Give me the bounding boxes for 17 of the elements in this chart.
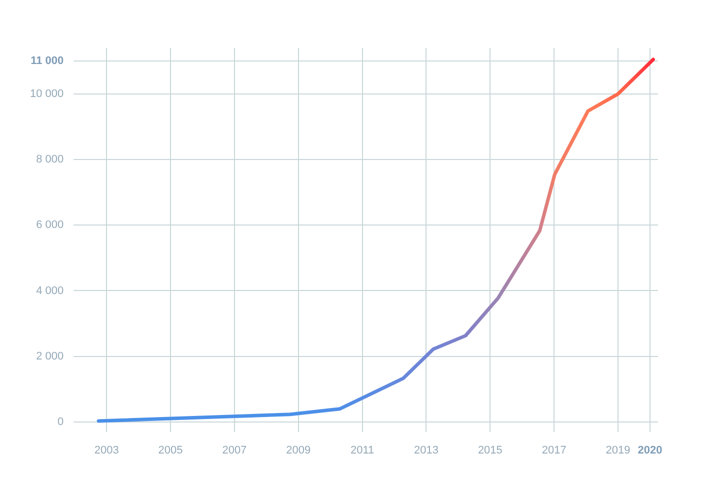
x-tick-label: 2019 — [606, 444, 630, 456]
y-tick-label: 10 000 — [30, 88, 64, 100]
x-tick-label: 2020 — [638, 444, 662, 456]
x-tick-label: 2013 — [414, 444, 438, 456]
x-tick-label: 2017 — [542, 444, 566, 456]
y-tick-label: 0 — [58, 416, 64, 428]
y-tick-label: 2 000 — [36, 350, 64, 362]
y-tick-label: 8 000 — [36, 154, 64, 166]
y-tick-label: 4 000 — [36, 284, 64, 297]
x-tick-label: 2007 — [222, 444, 247, 456]
y-tick-label: 6 000 — [36, 219, 64, 232]
x-tick-label: 2015 — [478, 444, 502, 456]
x-tick-label: 2003 — [94, 444, 119, 456]
x-tick-label: 2005 — [158, 444, 183, 456]
x-tick-label: 2011 — [350, 444, 374, 456]
y-tick-label: 11 000 — [30, 55, 64, 68]
x-tick-label: 2009 — [286, 444, 311, 456]
